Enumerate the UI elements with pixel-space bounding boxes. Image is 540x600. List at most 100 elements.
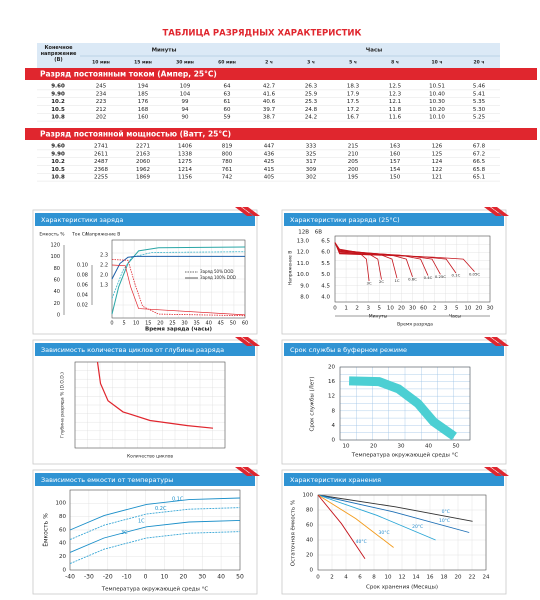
section-title: Разряд постоянным током (Ампер, 25°C) [40,70,217,79]
x-axis-label: Количество циклов [127,454,173,460]
y-tick-label: 9.0 [300,283,309,289]
cell: 90 [182,115,189,121]
header-stripe [235,207,253,216]
column-header: 8 ч [391,60,399,66]
y-tick-label: 0 [63,568,67,574]
y-tick-label: 40 [54,289,60,295]
curve [111,255,245,280]
curve-label: 0.25C [435,274,446,279]
curve [317,494,436,541]
cell: 104 [180,91,191,97]
cell: 94 [182,107,189,113]
x-tick-label: 12 [399,575,406,581]
cell: 17.5 [347,99,360,105]
y-tick-label: 0.10 [77,263,88,269]
x-tick-label: 0 [110,321,113,327]
y-axis-label: Ёмкость % [43,513,50,547]
x-tick-label: 20 [398,306,405,312]
y-tick-label: 1.3 [100,283,108,289]
y-tick-label: 100 [50,254,60,260]
x-tick-label: 10 [161,574,169,581]
cell: 12.1 [389,99,401,105]
curve [111,264,246,316]
panel-title: Характеристики хранения [290,476,381,484]
column-header: 2 ч [265,60,273,66]
panel-header [35,213,255,226]
cell: 61 [224,99,231,105]
x-tick-label: 0 [333,306,337,312]
cell: 2060 [136,159,150,165]
y-tick-label: 4.5 [321,283,330,289]
cell: 202 [96,115,107,121]
cell: 150 [390,175,401,181]
curve [69,497,241,531]
cell: 66.5 [473,159,486,165]
section-banner [25,128,537,140]
row-voltage: 9.60 [51,144,65,150]
curve-label: 0.1C [172,496,184,502]
y-tick-label: 0.04 [77,293,88,299]
panel-header [35,343,255,356]
x-tick-label: 0 [316,575,320,581]
cell: 1338 [178,151,192,157]
x-tick-label: 3 [444,306,448,312]
cell: 10.20 [429,107,445,113]
y-tick-label: 8.0 [300,295,309,301]
cell: 195 [348,175,359,181]
minutes-header: Минуты [152,48,177,54]
cell: 65.1 [473,175,485,181]
y-tick-label: 8 [332,408,336,414]
x-tick-label: 50 [236,574,244,581]
panel-title: Характеристики разряда (25°C) [290,216,400,224]
y-axis-label: Срок службы (Лет) [310,376,316,431]
x-axis-label: Срок хранения (Месяцы) [366,585,438,591]
cell: 215 [348,144,359,150]
cell: 39.7 [263,107,276,113]
panel-title: Характеристики заряда [41,216,123,224]
cell: 168 [138,107,149,113]
y-tick-label: 4.0 [321,295,330,301]
cell: 325 [306,151,317,157]
header-stripe [242,337,260,346]
cell: 64 [224,84,231,90]
header-stripe [235,337,253,346]
cell: 38.7 [263,115,276,121]
x-tick-label: 20 [455,575,462,581]
cell: 24.2 [305,115,317,121]
cell: 212 [96,107,107,113]
x-tick-label: 18 [441,575,448,581]
curve [317,494,394,548]
x-tick-label: 45 [218,321,224,327]
y-axis-label: Глубина разряда % (D.O.D.) [60,372,66,438]
cell: 59 [224,115,231,121]
table-header-bg [37,43,500,68]
y-tick-label: 0.06 [77,283,88,289]
curve-label: 0.6C [408,277,417,282]
cell: 200 [348,167,359,173]
cell: 125 [432,151,443,157]
cell: 126 [432,144,443,150]
row-voltage: 10.5 [51,167,65,173]
cell: 63 [224,91,231,97]
y-tick-label: 0 [310,568,314,574]
plot-frame [74,361,226,449]
header-stripe [484,467,502,476]
y-tick-label: 100 [303,493,314,499]
cell: 317 [306,159,317,165]
curve-label: 20°C [412,524,423,530]
curve-label: 1C [138,519,145,525]
x-tick-label: 40 [206,321,212,327]
cell: 121 [432,175,443,181]
y-tick-label: 2.3 [100,253,108,259]
row-voltage: 9.90 [51,151,65,157]
row-voltage: 10.8 [51,115,65,121]
x-tick-label: 5 [122,321,125,327]
column-header: 30 мин [176,60,194,66]
curve [69,507,241,541]
panel-title: Срок службы в буферном режиме [290,346,407,354]
panel-header [35,473,255,486]
column-header: 5 ч [349,60,357,66]
y-header: 6В [315,230,322,236]
panel-header [284,213,504,226]
